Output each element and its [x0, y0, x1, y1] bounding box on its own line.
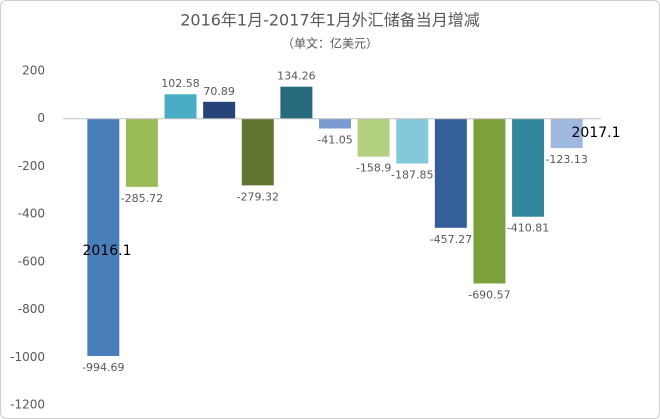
- value-label: -41.05: [317, 134, 352, 147]
- chart-subtitle: （单文：亿美元）: [282, 36, 378, 51]
- value-label: -457.27: [430, 233, 472, 246]
- value-label: -690.57: [468, 288, 510, 301]
- bar: [280, 86, 313, 119]
- y-tick-label: -400: [18, 207, 45, 221]
- value-label: -410.81: [507, 222, 549, 235]
- bar: [125, 118, 158, 187]
- bar: [357, 118, 390, 157]
- bar: [87, 118, 120, 357]
- chart-title: 2016年1月-2017年1月外汇储备当月增减: [180, 11, 480, 30]
- bar: [512, 118, 545, 217]
- value-label: -285.72: [121, 192, 163, 205]
- bar: [396, 118, 429, 164]
- y-tick-label: -1200: [10, 398, 45, 412]
- bar: [473, 118, 506, 284]
- y-tick-label: -1000: [10, 350, 45, 364]
- bar: [434, 118, 467, 228]
- bar: [241, 118, 274, 186]
- bar: [550, 118, 583, 149]
- value-label: 70.89: [203, 85, 235, 98]
- value-label: 134.26: [277, 70, 316, 83]
- bar: [164, 94, 197, 119]
- value-label: -123.13: [545, 153, 587, 166]
- value-label: -187.85: [391, 169, 433, 182]
- value-label: 102.58: [161, 77, 200, 90]
- value-label: -158.9: [356, 162, 391, 175]
- value-label: -994.69: [82, 361, 124, 374]
- bar: [203, 101, 236, 119]
- value-label: -279.32: [237, 190, 279, 203]
- y-tick-label: -600: [18, 254, 45, 268]
- annotation: 2017.1: [572, 125, 621, 141]
- annotation: 2016.1: [83, 243, 132, 259]
- y-tick-label: 200: [22, 64, 45, 78]
- bar: [319, 118, 351, 129]
- y-tick-label: -800: [18, 302, 45, 316]
- y-tick-label: 0: [37, 111, 45, 125]
- y-tick-label: -200: [18, 159, 45, 173]
